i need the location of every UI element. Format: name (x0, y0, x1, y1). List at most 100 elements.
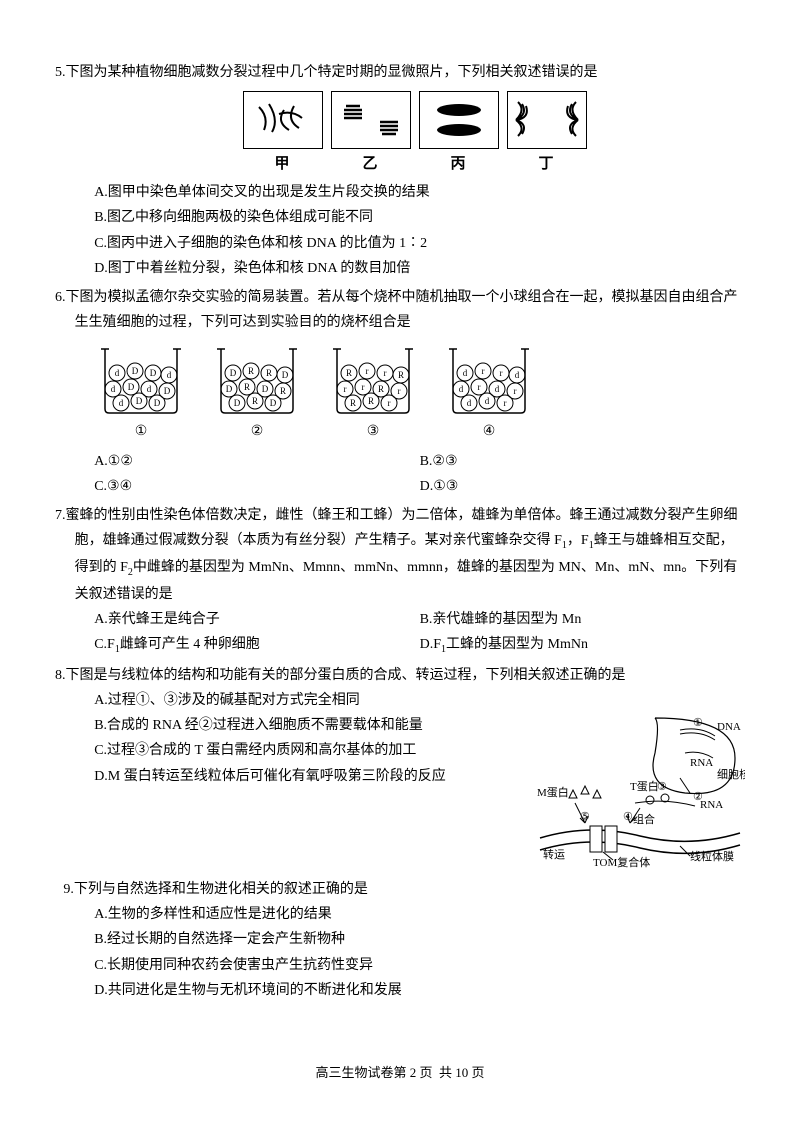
beaker-icon: drrd drdr ddr (445, 343, 533, 415)
beaker-number: ④ (445, 419, 533, 444)
option-b: B.图乙中移向细胞两极的染色体组成可能不同 (94, 205, 745, 230)
beaker-3: RrrR rrRr RRr ③ (329, 343, 417, 444)
q5-figures: 甲 乙 丙 丁 (55, 91, 745, 178)
svg-text:D: D (128, 382, 135, 392)
q5-fig-bing: 丙 (419, 91, 497, 178)
option-a: A.图甲中染色单体间交叉的出现是发生片段交换的结果 (94, 180, 745, 205)
svg-text:R: R (248, 366, 254, 376)
svg-text:D: D (150, 368, 157, 378)
svg-text:d: d (459, 384, 464, 394)
svg-text:d: d (167, 370, 172, 380)
option-d: D.F1工蜂的基因型为 MmNn (420, 632, 745, 659)
svg-text:D: D (270, 398, 277, 408)
option-d: D.M 蛋白转运至线粒体后可催化有氧呼吸第三阶段的反应 (110, 764, 529, 789)
svg-text:d: d (147, 384, 152, 394)
question-7: 7.蜜蜂的性别由性染色体倍数决定，雌性（蜂王和工蜂）为二倍体，雄蜂为单倍体。蜂王… (55, 503, 745, 659)
svg-text:r: r (482, 366, 485, 376)
fig-label: 丁 (507, 151, 585, 178)
svg-text:D: D (230, 368, 237, 378)
q5-fig-jia: 甲 (243, 91, 321, 178)
svg-text:R: R (368, 396, 374, 406)
option-a: A.亲代蜂王是纯合子 (94, 607, 419, 632)
beaker-icon: DRRD DRDR DRD (213, 343, 301, 415)
q8-diagram: DNA ① RNA 细胞核 ② RNA T蛋白 ③ M蛋白 (535, 708, 745, 873)
q6-options: A.①② B.②③ C.③④ D.①③ (55, 449, 745, 499)
micrograph-icon (243, 91, 323, 149)
svg-text:TOM复合体: TOM复合体 (593, 855, 650, 869)
svg-text:r: r (344, 384, 347, 394)
beaker-number: ① (97, 419, 185, 444)
svg-text:d: d (119, 398, 124, 408)
question-6: 6.下图为模拟孟德尔杂交实验的简易装置。若从每个烧杯中随机抽取一个小球组合在一起… (55, 285, 745, 499)
svg-text:r: r (388, 398, 391, 408)
svg-text:R: R (280, 386, 286, 396)
svg-text:D: D (154, 398, 161, 408)
svg-text:①: ① (693, 717, 703, 729)
option-c: C.③④ (94, 474, 419, 499)
option-d: D.图丁中着丝粒分裂，染色体和核 DNA 的数目加倍 (94, 256, 745, 281)
beaker-number: ③ (329, 419, 417, 444)
svg-text:R: R (252, 396, 258, 406)
svg-text:T蛋白: T蛋白 (630, 779, 659, 793)
svg-text:DNA: DNA (717, 721, 741, 733)
svg-text:D: D (136, 396, 143, 406)
svg-text:R: R (346, 368, 352, 378)
option-a: A.过程①、③涉及的碱基配对方式完全相同 (94, 688, 529, 713)
svg-text:RNA: RNA (700, 799, 723, 811)
svg-text:D: D (282, 370, 289, 380)
beaker-icon: RrrR rrRr RRr (329, 343, 417, 415)
svg-text:d: d (485, 396, 490, 406)
option-a: A.①② (94, 449, 419, 474)
svg-text:d: d (111, 384, 116, 394)
svg-text:r: r (514, 386, 517, 396)
q6-beakers: dDDd dDdD dDD ① DRRD (55, 343, 745, 444)
option-c: C.F1雌蜂可产生 4 种卵细胞 (94, 632, 419, 659)
q9-stem: 9.下列与自然选择和生物进化相关的叙述正确的是 (55, 877, 745, 902)
svg-text:D: D (262, 384, 269, 394)
svg-text:D: D (234, 398, 241, 408)
q5-stem: 5.下图为某种植物细胞减数分裂过程中几个特定时期的显微照片，下列相关叙述错误的是 (55, 60, 745, 85)
option-d: D.①③ (420, 474, 745, 499)
fig-label: 丙 (419, 151, 497, 178)
option-c: C.过程③合成的 T 蛋白需经内质网和高尔基体的加工 (110, 738, 529, 763)
question-9: 9.下列与自然选择和生物进化相关的叙述正确的是 A.生物的多样性和适应性是进化的… (55, 877, 745, 1003)
option-d: D.共同进化是生物与无机环境间的不断进化和发展 (94, 978, 745, 1003)
svg-text:d: d (515, 370, 520, 380)
svg-text:d: d (115, 368, 120, 378)
svg-text:R: R (378, 384, 384, 394)
q7-stem: 7.蜜蜂的性别由性染色体倍数决定，雌性（蜂王和工蜂）为二倍体，雄蜂为单倍体。蜂王… (75, 503, 745, 607)
svg-text:细胞核: 细胞核 (717, 767, 745, 781)
option-b: B.经过长期的自然选择一定会产生新物种 (94, 927, 745, 952)
svg-text:r: r (500, 368, 503, 378)
svg-text:R: R (350, 398, 356, 408)
svg-text:r: r (366, 366, 369, 376)
fig-label: 甲 (243, 151, 321, 178)
svg-text:R: R (398, 370, 404, 380)
svg-text:r: r (504, 398, 507, 408)
svg-text:d: d (463, 368, 468, 378)
svg-text:r: r (478, 382, 481, 392)
svg-text:r: r (362, 382, 365, 392)
beaker-icon: dDDd dDdD dDD (97, 343, 185, 415)
micrograph-icon (507, 91, 587, 149)
svg-text:r: r (398, 386, 401, 396)
beaker-4: drrd drdr ddr ④ (445, 343, 533, 444)
option-b: B.亲代雄蜂的基因型为 Mn (420, 607, 745, 632)
option-c: C.长期使用同种农药会使害虫产生抗药性变异 (94, 953, 745, 978)
q7-options: A.亲代蜂王是纯合子 C.F1雌蜂可产生 4 种卵细胞 B.亲代雄蜂的基因型为 … (55, 607, 745, 659)
svg-text:d: d (467, 398, 472, 408)
svg-text:RNA: RNA (690, 757, 713, 769)
beaker-1: dDDd dDdD dDD ① (97, 343, 185, 444)
svg-text:线粒体膜: 线粒体膜 (690, 849, 734, 863)
fig-label: 乙 (331, 151, 409, 178)
svg-text:D: D (164, 386, 171, 396)
svg-text:r: r (384, 368, 387, 378)
svg-text:R: R (266, 368, 272, 378)
q5-options: A.图甲中染色单体间交叉的出现是发生片段交换的结果 B.图乙中移向细胞两极的染色… (55, 180, 745, 281)
beaker-number: ② (213, 419, 301, 444)
option-b: B.合成的 RNA 经②过程进入细胞质不需要载体和能量 (110, 713, 529, 738)
micrograph-icon (331, 91, 411, 149)
svg-text:D: D (226, 384, 233, 394)
beaker-2: DRRD DRDR DRD ② (213, 343, 301, 444)
option-a: A.生物的多样性和适应性是进化的结果 (94, 902, 745, 927)
